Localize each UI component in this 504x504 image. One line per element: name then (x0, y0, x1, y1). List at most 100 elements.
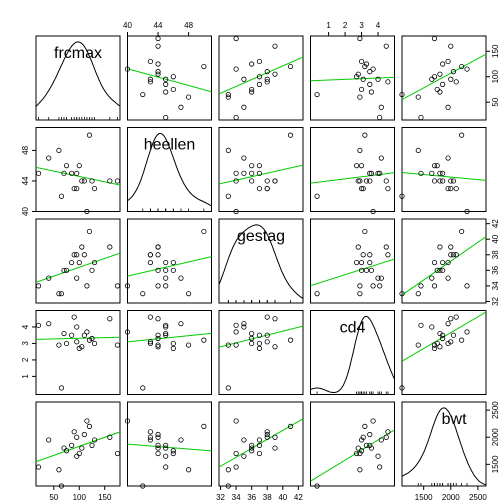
data-point (74, 252, 80, 258)
data-point (74, 453, 80, 459)
data-point (370, 208, 376, 215)
x-tick-label: 1 (326, 21, 331, 30)
x-tick-label: 150 (98, 493, 112, 502)
data-point (459, 132, 465, 138)
data-point (58, 483, 65, 489)
data-point (464, 329, 470, 335)
data-point (418, 170, 424, 176)
data-point (434, 86, 440, 93)
data-point (201, 423, 207, 429)
data-point (249, 335, 255, 342)
data-point (287, 423, 294, 429)
data-point (357, 467, 363, 473)
data-point (448, 76, 454, 82)
data-point (155, 71, 161, 77)
data-point (362, 423, 368, 429)
data-point (163, 442, 169, 448)
data-point (355, 445, 361, 451)
regression-line (127, 68, 212, 93)
data-point (367, 178, 373, 184)
panel-frame (401, 127, 487, 212)
data-point (249, 89, 255, 95)
data-point (163, 283, 169, 289)
data-point (91, 259, 98, 266)
x-tick-label: 32 (216, 493, 225, 502)
data-point (249, 86, 255, 93)
data-point (163, 322, 169, 328)
x-tick-label: 2 (343, 21, 348, 30)
data-point (178, 321, 184, 327)
y-tick-label: 50 (491, 97, 500, 106)
data-point (448, 339, 454, 345)
data-point (71, 185, 77, 192)
data-point (360, 76, 366, 82)
x-tick-label: 1500 (415, 493, 433, 502)
data-point (272, 71, 278, 77)
data-point (354, 450, 360, 457)
density-curve (35, 41, 121, 107)
data-point (358, 58, 365, 65)
panel-frame (218, 401, 304, 487)
y-tick-label: 100 (491, 70, 500, 84)
data-point (46, 275, 52, 281)
data-point (375, 170, 381, 176)
data-point (440, 61, 446, 67)
y-tick-label: 36 (491, 265, 500, 274)
y-tick-label: 48 (21, 145, 30, 154)
data-point (375, 275, 381, 281)
data-point (287, 337, 294, 343)
data-point (107, 244, 113, 250)
data-point (225, 193, 231, 199)
data-point (415, 94, 421, 100)
data-point (249, 163, 255, 169)
data-point (155, 335, 161, 342)
data-point (448, 252, 454, 258)
data-point (86, 228, 93, 235)
data-point (429, 324, 435, 330)
data-point (56, 342, 62, 348)
data-point (58, 385, 65, 391)
data-point (249, 178, 255, 184)
data-point (448, 244, 454, 250)
data-point (155, 332, 161, 338)
data-point (418, 114, 424, 121)
data-point (155, 61, 161, 67)
data-point (170, 259, 176, 266)
data-point (440, 178, 446, 184)
data-point (264, 178, 270, 184)
data-point (358, 267, 365, 273)
y-tick-label: 3 (21, 341, 30, 346)
data-point (378, 437, 384, 443)
data-point (367, 259, 373, 266)
data-point (378, 104, 384, 110)
data-point (84, 329, 90, 335)
data-point (84, 283, 90, 289)
data-point (91, 185, 98, 192)
data-point (140, 91, 146, 98)
data-point (170, 345, 176, 351)
data-point (385, 185, 391, 192)
data-point (357, 178, 363, 184)
data-point (56, 467, 62, 473)
data-point (35, 283, 42, 289)
data-point (448, 178, 454, 184)
data-point (76, 345, 82, 351)
data-point (314, 291, 320, 297)
data-point (445, 340, 451, 347)
data-point (256, 81, 263, 87)
data-point (35, 464, 42, 470)
data-point (155, 69, 161, 75)
y-tick-label: 1500 (491, 455, 500, 473)
data-point (56, 147, 62, 154)
data-point (233, 322, 239, 328)
regression-line (310, 429, 395, 482)
regression-line (127, 256, 212, 277)
data-point (71, 314, 77, 320)
data-point (155, 450, 161, 457)
data-point (272, 434, 278, 440)
data-point (357, 283, 363, 289)
data-point (383, 178, 389, 184)
data-point (445, 275, 451, 281)
regression-line (219, 418, 303, 468)
data-point (147, 340, 154, 347)
